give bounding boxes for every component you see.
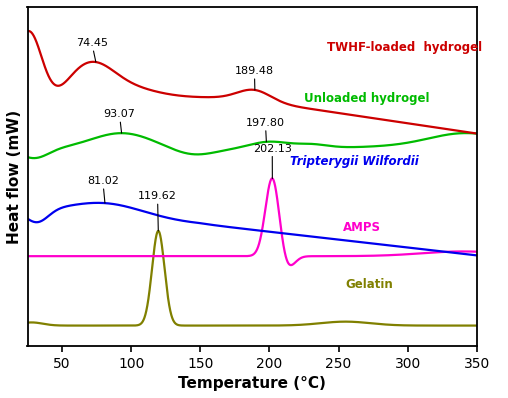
Text: 74.45: 74.45 bbox=[76, 38, 108, 62]
Y-axis label: Heat flow (mW): Heat flow (mW) bbox=[7, 109, 22, 244]
Text: 189.48: 189.48 bbox=[235, 66, 274, 90]
Text: Gelatin: Gelatin bbox=[345, 278, 393, 291]
Text: 202.13: 202.13 bbox=[253, 144, 292, 179]
Text: Tripterygii Wilfordii: Tripterygii Wilfordii bbox=[290, 155, 419, 168]
X-axis label: Temperature (°C): Temperature (°C) bbox=[178, 376, 326, 391]
Text: TWHF-loaded  hydrogel: TWHF-loaded hydrogel bbox=[328, 41, 483, 54]
Text: AMPS: AMPS bbox=[343, 221, 380, 234]
Text: 93.07: 93.07 bbox=[104, 109, 136, 133]
Text: Unloaded hydrogel: Unloaded hydrogel bbox=[304, 92, 429, 105]
Text: 119.62: 119.62 bbox=[138, 191, 177, 231]
Text: 197.80: 197.80 bbox=[246, 118, 285, 142]
Text: 81.02: 81.02 bbox=[87, 176, 119, 203]
